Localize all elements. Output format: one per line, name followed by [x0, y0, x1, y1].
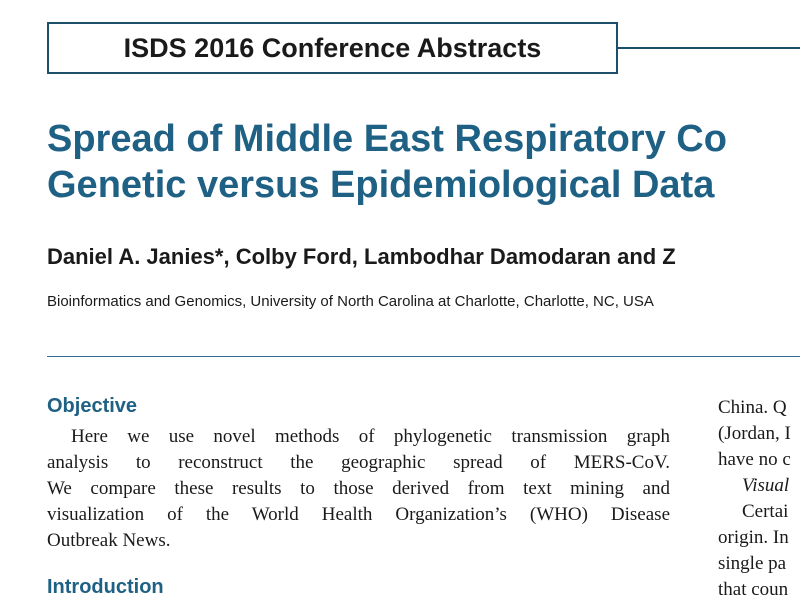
objective-line: Outbreak News. [47, 530, 171, 551]
conference-banner-label: ISDS 2016 Conference Abstracts [123, 33, 542, 63]
paper-title: Spread of Middle East Respiratory Co Gen… [47, 116, 800, 208]
right-column-line: have no c [718, 449, 791, 470]
conference-banner: ISDS 2016 Conference Abstracts [47, 22, 618, 74]
author-list: Daniel A. Janies*, Colby Ford, Lambodhar… [47, 244, 676, 269]
objective-line: Here we use novel methods of phylogeneti… [71, 426, 670, 447]
objective-paragraph: Here we use novel methods of phylogeneti… [47, 424, 670, 554]
section-divider [47, 356, 800, 357]
objective-heading: Objective [47, 395, 138, 417]
paper-title-line: Genetic versus Epidemiological Data [47, 164, 715, 206]
right-column-line: Certai [742, 501, 789, 522]
banner-rule [618, 47, 800, 49]
affiliation: Bioinformatics and Genomics, University … [47, 293, 654, 310]
right-column-line: that coun [718, 579, 789, 600]
right-column-line: single pa [718, 553, 787, 574]
objective-line: We compare these results to those derive… [47, 478, 670, 499]
right-column-line: origin. In [718, 527, 789, 548]
objective-line: analysis to reconstruct the geographic s… [47, 452, 670, 473]
paper-title-line: Spread of Middle East Respiratory Co [47, 118, 727, 160]
introduction-heading: Introduction [47, 576, 164, 598]
right-column-line: Visual [742, 475, 790, 496]
objective-line: visualization of the World Health Organi… [47, 504, 670, 525]
right-column-line: China. Q [718, 397, 787, 418]
right-column-text: China. Q (Jordan, I have no c Visual Cer… [718, 395, 800, 600]
right-column-line: (Jordan, I [718, 423, 791, 444]
